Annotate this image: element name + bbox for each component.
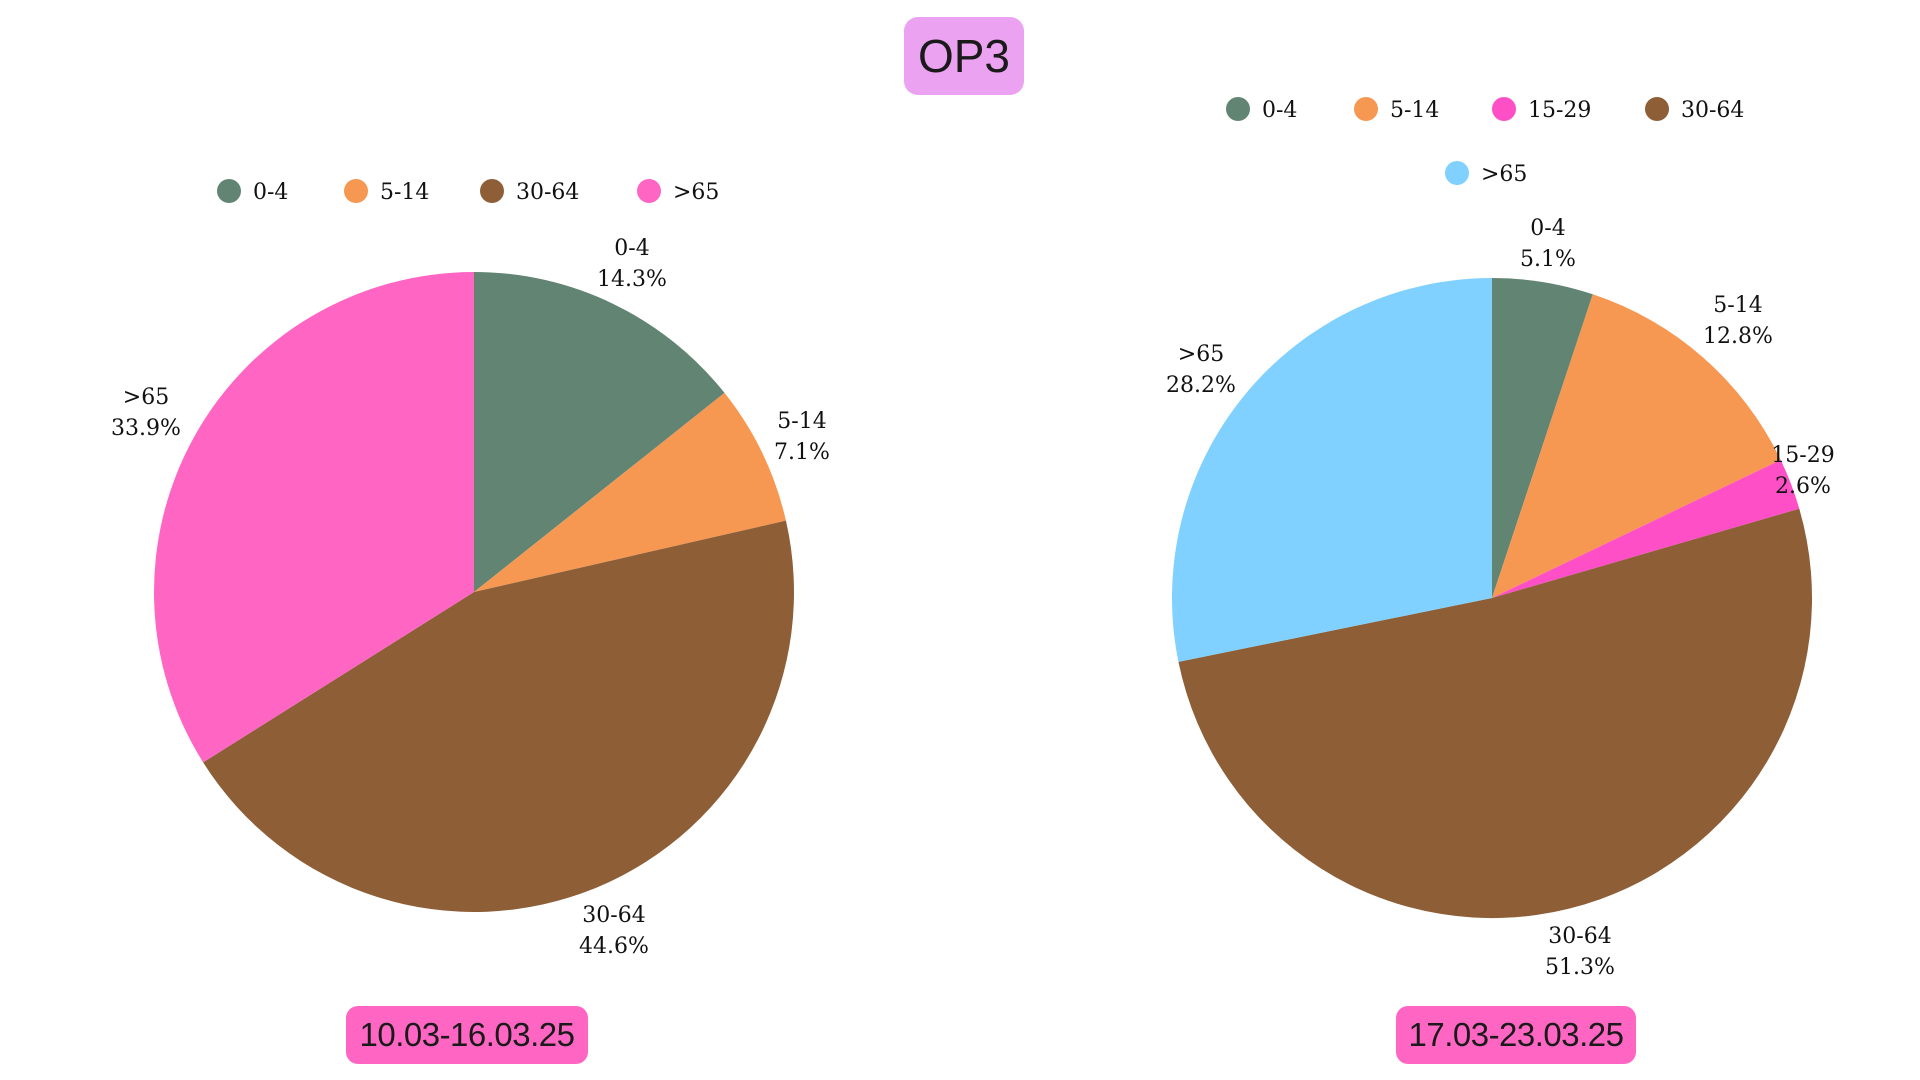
legend-swatch (1445, 161, 1469, 185)
pie-slice-65 (1172, 278, 1492, 662)
legend-swatch (217, 179, 241, 203)
legend-label: >65 (673, 180, 719, 205)
legend-right: 0-4 5-14 15-29 30-64 >65 (1226, 97, 1744, 187)
pie-slice-3064 (1178, 508, 1813, 919)
pie-slice-1529 (1492, 459, 1800, 598)
pie-slice-65 (154, 272, 474, 763)
legend-swatch (344, 179, 368, 203)
pie-slice-514 (474, 392, 786, 592)
legend-swatch (1492, 97, 1516, 121)
slice-label: 0-4 14.3% (597, 236, 667, 292)
legend-swatch (1354, 97, 1378, 121)
legend-item: 30-64 (480, 179, 579, 205)
legend-swatch (1645, 97, 1669, 121)
legend-label: >65 (1481, 162, 1527, 187)
slice-label: >65 28.2% (1166, 342, 1236, 398)
slice-label: 30-64 51.3% (1545, 924, 1615, 980)
legend-item: 0-4 (1226, 97, 1297, 123)
pie-slice-3064 (203, 520, 794, 912)
legend-item: >65 (1445, 161, 1527, 187)
legend-item: 30-64 (1645, 97, 1744, 123)
legend-left: 0-4 5-14 30-64 >65 (217, 179, 719, 205)
slice-label: 15-29 2.6% (1771, 443, 1834, 499)
legend-item: 15-29 (1492, 97, 1591, 123)
slice-labels-left: 0-4 14.3% 5-14 7.1% 30-64 44.6% >65 33.9% (111, 236, 830, 959)
pie-slice-04 (474, 272, 725, 592)
slice-label: >65 33.9% (111, 385, 181, 441)
legend-label: 0-4 (1262, 98, 1297, 123)
pie-chart-right: 0-4 5-14 15-29 30-64 >65 0-4 5.1% 5-14 12.8% 15-… (1166, 97, 1835, 980)
legend-label: 30-64 (516, 180, 579, 205)
slice-label: 5-14 12.8% (1703, 293, 1773, 349)
date-range-left: 10.03-16.03.25 (346, 1006, 588, 1064)
legend-label: 5-14 (380, 180, 429, 205)
legend-swatch (637, 179, 661, 203)
chart-title: OP3 (904, 17, 1024, 95)
slices-left (154, 272, 794, 912)
pie-slice-04 (1492, 278, 1593, 598)
slices-right (1172, 278, 1813, 919)
slice-labels-right: 0-4 5.1% 5-14 12.8% 15-29 2.6% 30-64 51.3% >65 28… (1166, 216, 1835, 980)
legend-item: 5-14 (344, 179, 429, 205)
legend-label: 5-14 (1390, 98, 1439, 123)
legend-swatch (480, 179, 504, 203)
slice-label: 5-14 7.1% (774, 409, 830, 465)
pie-chart-left: 0-4 5-14 30-64 >65 0-4 14.3% 5-14 7.1% 30-64 44.… (111, 179, 830, 959)
legend-item: >65 (637, 179, 719, 205)
legend-item: 5-14 (1354, 97, 1439, 123)
date-range-right: 17.03-23.03.25 (1396, 1006, 1636, 1064)
pie-slice-514 (1492, 294, 1781, 598)
slice-label: 0-4 5.1% (1520, 216, 1576, 272)
legend-label: 15-29 (1528, 98, 1591, 123)
legend-label: 30-64 (1681, 98, 1744, 123)
legend-label: 0-4 (253, 180, 288, 205)
legend-swatch (1226, 97, 1250, 121)
slice-label: 30-64 44.6% (579, 903, 649, 959)
legend-item: 0-4 (217, 179, 288, 205)
